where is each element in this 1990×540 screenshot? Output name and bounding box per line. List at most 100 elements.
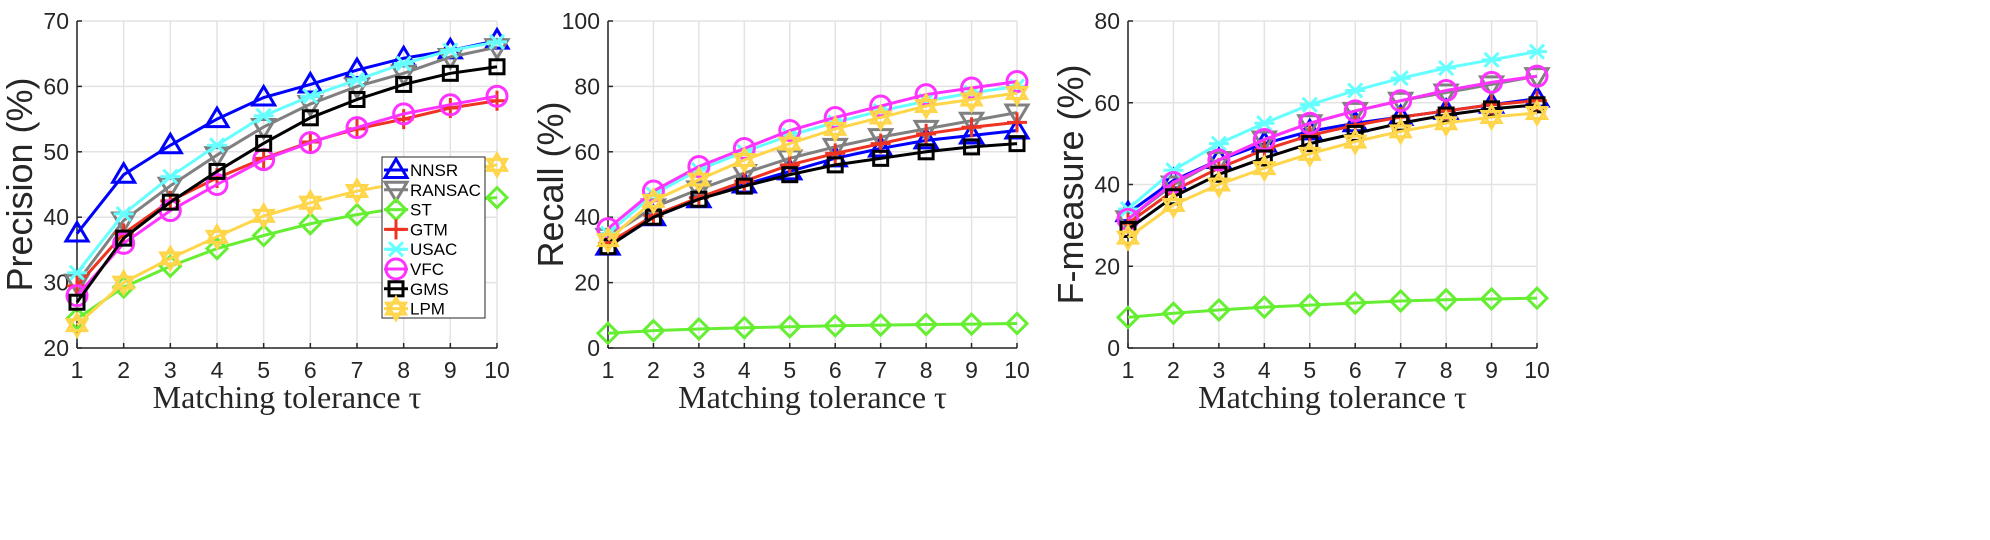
x-tick-label: 7: [874, 357, 887, 383]
data-point: [959, 85, 984, 114]
data-point: [112, 231, 136, 255]
data-point: [868, 312, 893, 338]
data-point: [1524, 286, 1550, 311]
x-axis-label: Matching tolerance τ: [153, 379, 422, 415]
y-tick-label: 20: [1094, 253, 1120, 279]
series-line: [75, 45, 498, 284]
legend-marker: [384, 257, 408, 281]
legend-item: GMS: [384, 280, 449, 299]
data-point: [1301, 135, 1319, 153]
data-point: [1252, 295, 1277, 320]
legend-label: ST: [410, 201, 432, 220]
data-point: [251, 223, 276, 248]
series-line: [75, 94, 498, 297]
x-tick-label: 7: [351, 357, 364, 383]
data-point: [823, 114, 848, 143]
data-point: [1206, 170, 1232, 199]
x-tick-label: 8: [920, 357, 933, 383]
legend-marker: [386, 241, 406, 258]
data-point: [1299, 96, 1320, 113]
data-point: [65, 284, 89, 308]
data-point: [957, 121, 986, 145]
data-point: [344, 177, 370, 206]
data-point: [393, 55, 414, 72]
data-point: [1433, 287, 1459, 312]
data-point: [1206, 297, 1232, 323]
data-point: [438, 93, 462, 117]
y-tick-label: 100: [562, 8, 600, 34]
x-tick-label: 10: [1524, 357, 1550, 383]
data-point: [345, 116, 369, 140]
data-point: [161, 193, 179, 211]
data-point: [913, 92, 939, 121]
x-tick-label: 5: [1303, 357, 1316, 383]
legend-marker: [382, 180, 410, 204]
data-point: [1479, 286, 1504, 312]
data-point: [686, 316, 712, 342]
y-tick-label: 0: [587, 335, 600, 361]
data-point: [777, 129, 802, 158]
data-point: [1343, 290, 1368, 316]
series-line: [607, 91, 1018, 242]
data-point: [203, 105, 231, 129]
y-tick-label: 40: [574, 204, 600, 230]
data-point: [1480, 70, 1504, 94]
data-point: [64, 306, 90, 331]
x-tick-label: 10: [484, 357, 510, 383]
legend-marker: [386, 219, 406, 240]
data-point: [776, 149, 804, 173]
data-point: [777, 314, 802, 339]
x-tick-label: 7: [1394, 357, 1407, 383]
x-tick-label: 1: [1122, 357, 1135, 383]
data-point: [1388, 288, 1413, 314]
legend-label: NNSR: [410, 161, 458, 180]
data-point: [1389, 89, 1413, 113]
data-point: [1343, 127, 1368, 156]
data-point: [686, 165, 712, 194]
x-tick-label: 6: [829, 357, 842, 383]
data-point: [1005, 69, 1029, 93]
data-point: [68, 293, 86, 311]
data-point: [300, 88, 321, 105]
y-tick-label: 0: [1107, 335, 1120, 361]
data-point: [298, 211, 323, 236]
data-point: [204, 236, 230, 261]
y-axis-label: Precision (%): [0, 77, 40, 291]
data-point: [63, 273, 91, 297]
series-line: [75, 40, 498, 274]
data-point: [781, 166, 799, 184]
y-tick-label: 60: [1094, 90, 1120, 116]
series-usac: [67, 33, 507, 281]
data-point: [344, 202, 370, 227]
data-point: [917, 143, 935, 161]
series-line: [75, 39, 498, 235]
x-tick-label: 4: [211, 357, 224, 383]
data-point: [440, 42, 461, 59]
legend-label: VFC: [410, 260, 444, 279]
x-tick-label: 3: [692, 357, 705, 383]
series-line: [607, 80, 1018, 230]
data-point: [1436, 59, 1457, 77]
y-tick-label: 50: [43, 139, 69, 165]
data-point: [1161, 190, 1186, 219]
data-point: [1254, 115, 1275, 132]
data-point: [735, 177, 753, 195]
data-point: [1390, 70, 1411, 87]
data-point: [1433, 109, 1459, 138]
x-tick-label: 8: [397, 357, 410, 383]
data-point: [1481, 51, 1502, 68]
data-point: [390, 64, 418, 88]
data-point: [912, 126, 940, 150]
y-tick-label: 60: [43, 73, 69, 99]
data-point: [779, 154, 800, 175]
data-point: [115, 229, 133, 247]
data-point: [205, 173, 229, 196]
legend-label: RANSAC: [410, 181, 481, 200]
series-line: [1127, 74, 1538, 221]
data-point: [298, 188, 323, 217]
legend-marker: [383, 294, 409, 323]
data-point: [959, 312, 984, 337]
data-point: [1525, 64, 1549, 88]
y-axis-label: Recall (%): [530, 101, 571, 267]
